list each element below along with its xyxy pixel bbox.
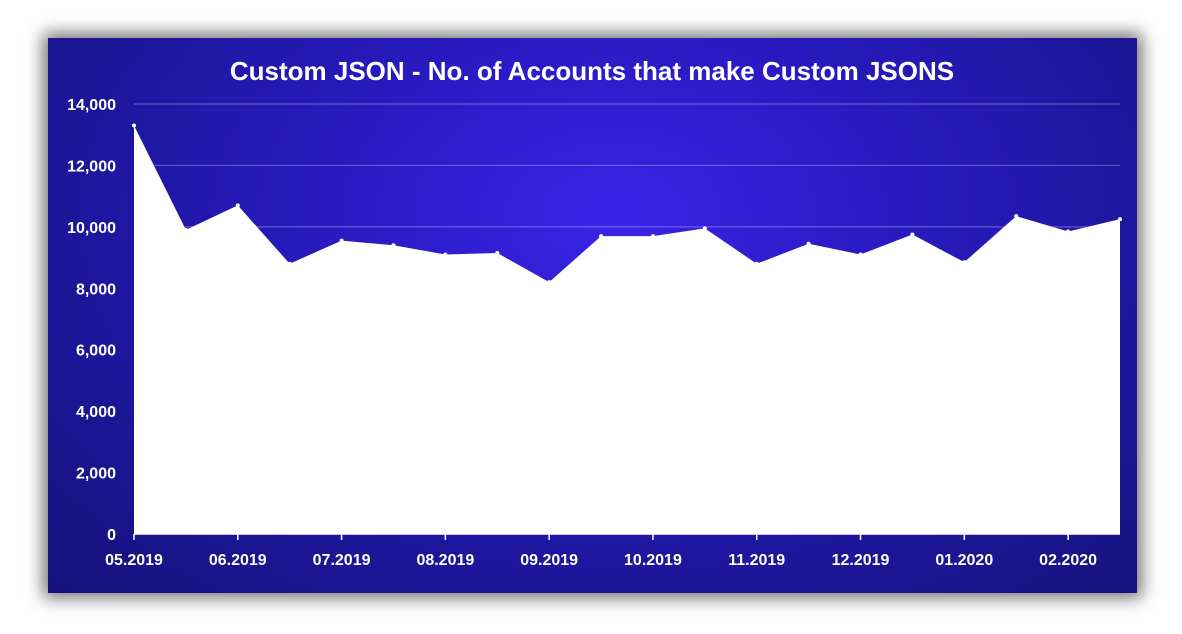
data-point bbox=[495, 250, 500, 255]
x-tick-label: 12.2019 bbox=[832, 552, 890, 569]
data-point bbox=[806, 241, 811, 246]
data-point bbox=[599, 234, 604, 239]
data-point bbox=[183, 227, 188, 232]
x-tick-label: 08.2019 bbox=[416, 552, 474, 569]
data-point bbox=[391, 243, 396, 248]
data-point bbox=[754, 261, 759, 266]
data-point bbox=[1118, 217, 1122, 222]
area-chart: Custom JSON - No. of Accounts that make … bbox=[67, 56, 1122, 569]
y-tick-label: 8,000 bbox=[76, 281, 116, 298]
data-point bbox=[235, 203, 240, 208]
data-point bbox=[1066, 229, 1071, 234]
y-tick-label: 0 bbox=[107, 527, 116, 544]
area-series bbox=[132, 123, 1122, 534]
data-point bbox=[443, 252, 448, 257]
y-tick-label: 10,000 bbox=[67, 220, 116, 237]
data-point bbox=[547, 280, 552, 285]
data-point bbox=[339, 238, 344, 243]
x-tick-label: 05.2019 bbox=[105, 552, 163, 569]
chart-title: Custom JSON - No. of Accounts that make … bbox=[230, 56, 954, 86]
y-tick-label: 2,000 bbox=[76, 466, 116, 483]
x-tick-label: 02.2020 bbox=[1039, 552, 1097, 569]
data-point bbox=[1014, 214, 1019, 219]
data-point bbox=[132, 123, 136, 128]
data-point bbox=[910, 232, 915, 237]
data-point bbox=[287, 261, 292, 266]
y-tick-label: 4,000 bbox=[76, 404, 116, 421]
chart-panel: Custom JSON - No. of Accounts that make … bbox=[48, 38, 1137, 593]
data-point bbox=[650, 234, 655, 239]
y-tick-label: 12,000 bbox=[67, 158, 116, 175]
data-point bbox=[702, 226, 707, 231]
axes: 0 2,000 4,000 6,000 8,000 10,000 12,000 14,000 0… bbox=[67, 97, 1120, 569]
data-point bbox=[858, 252, 863, 257]
area-fill bbox=[134, 125, 1120, 534]
x-tick-label: 11.2019 bbox=[728, 552, 785, 569]
x-tick-label: 09.2019 bbox=[520, 552, 578, 569]
x-tick-label: 07.2019 bbox=[313, 552, 371, 569]
x-tick-label: 01.2020 bbox=[935, 552, 993, 569]
x-tick-label: 10.2019 bbox=[624, 552, 682, 569]
data-point bbox=[962, 260, 967, 265]
y-tick-label: 14,000 bbox=[67, 97, 116, 114]
y-tick-label: 6,000 bbox=[76, 343, 116, 360]
x-tick-label: 06.2019 bbox=[209, 552, 267, 569]
